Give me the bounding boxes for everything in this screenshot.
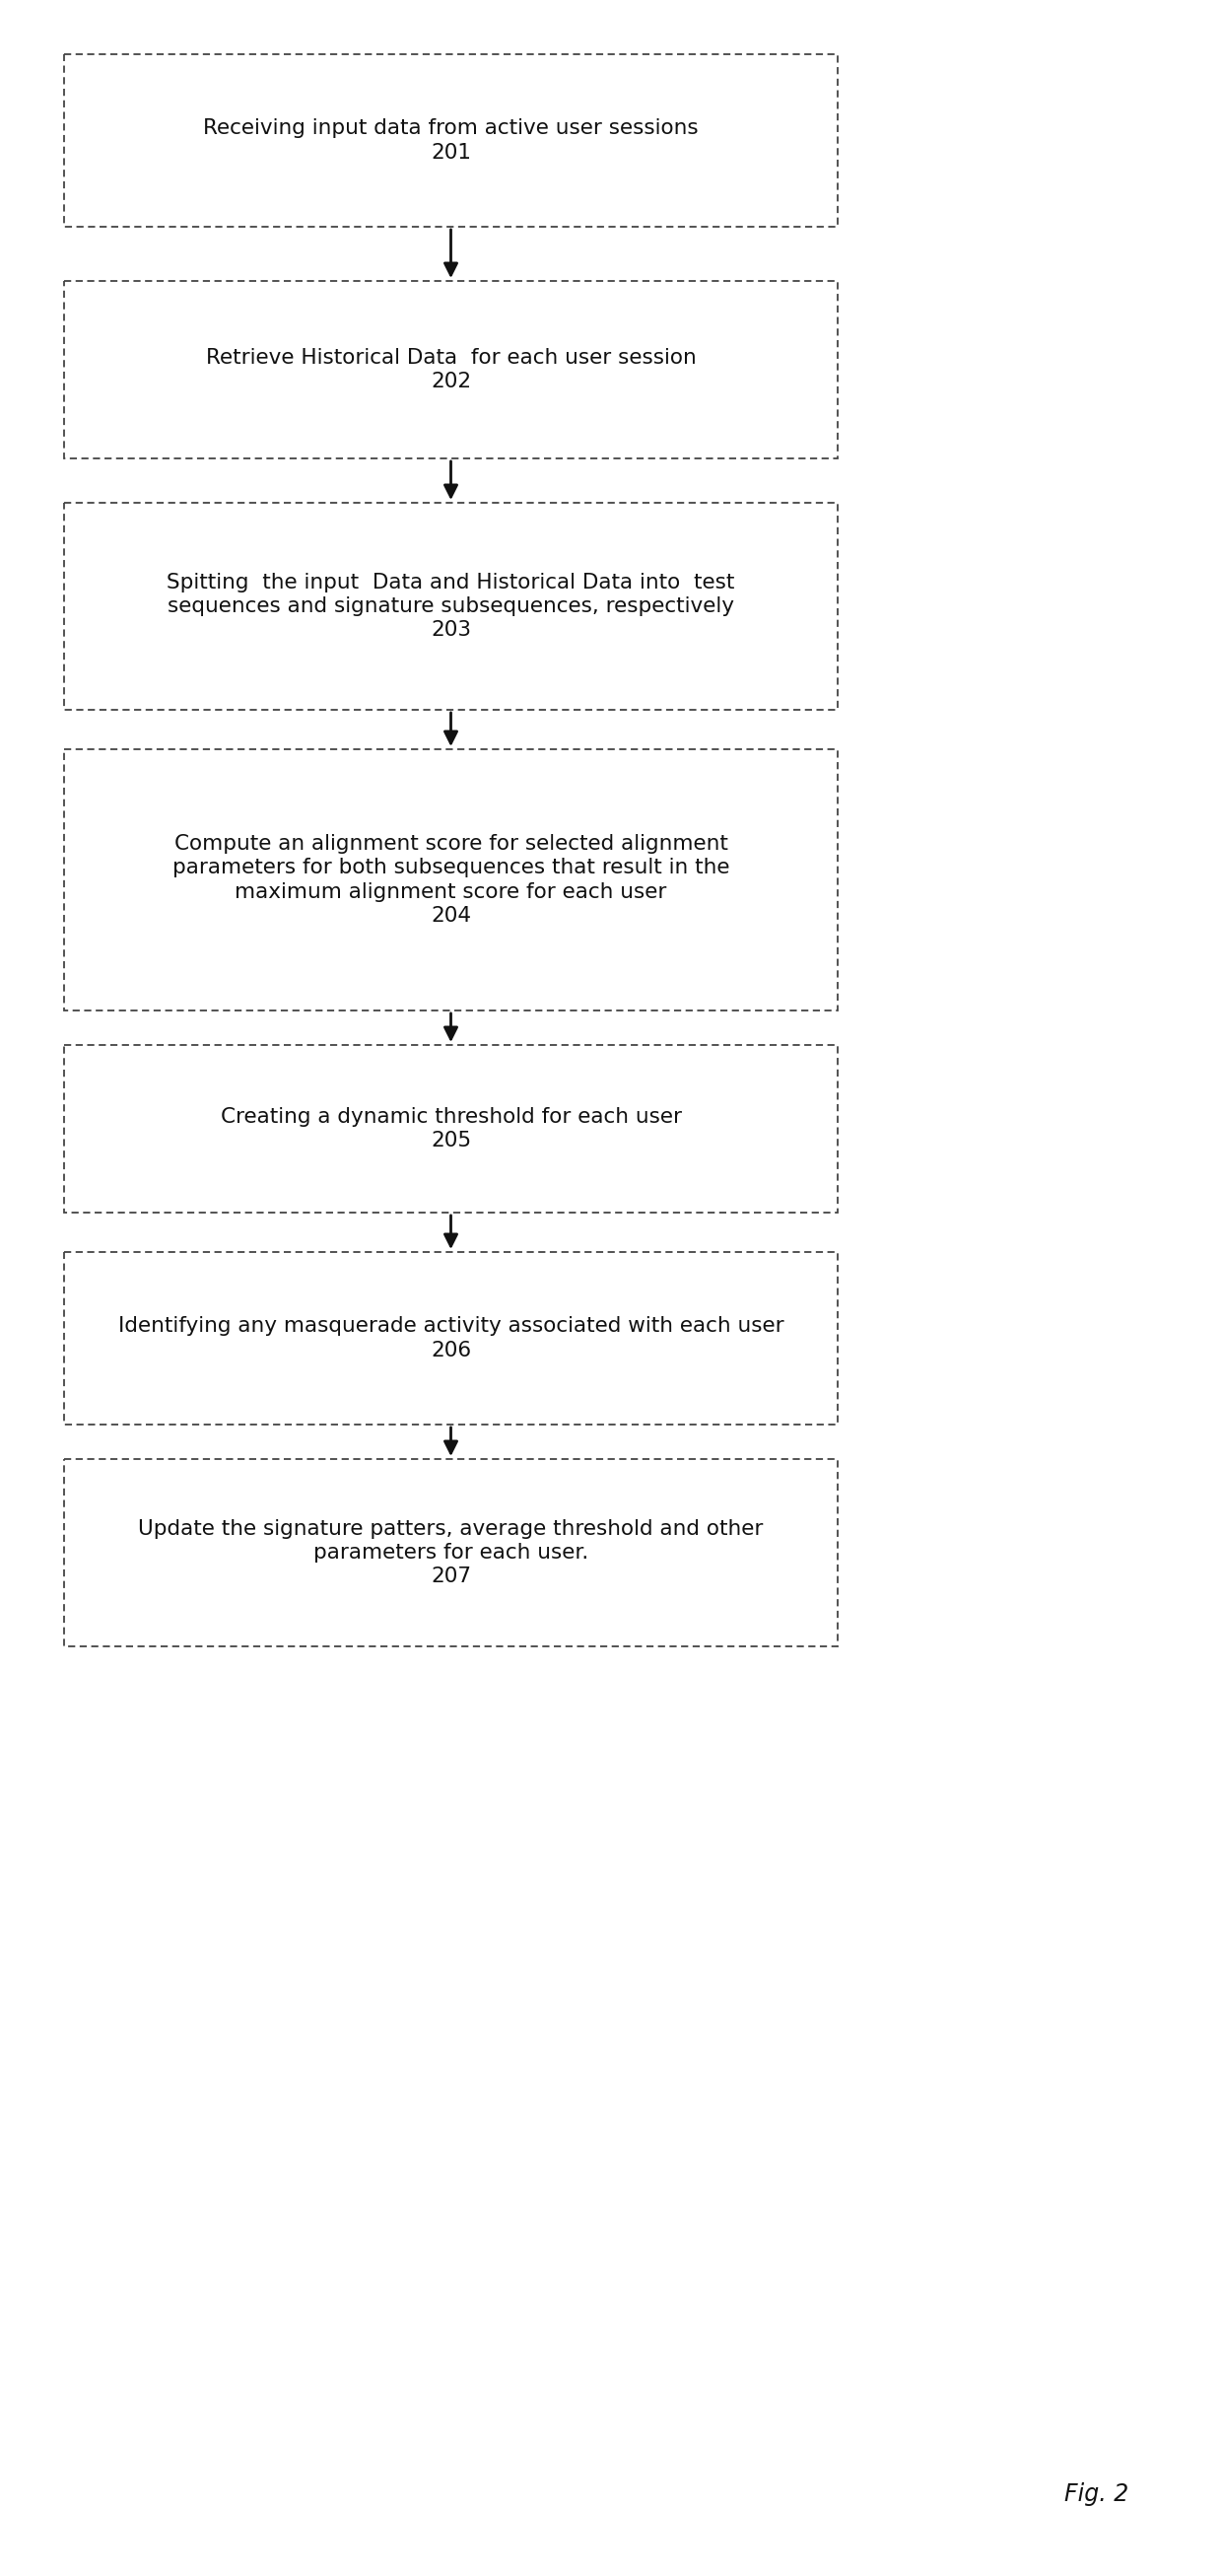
Text: 201: 201 (430, 142, 470, 162)
Text: Creating a dynamic threshold for each user: Creating a dynamic threshold for each us… (220, 1108, 682, 1126)
Text: Update the signature patters, average threshold and other: Update the signature patters, average th… (138, 1520, 764, 1538)
Text: parameters for both subsequences that result in the: parameters for both subsequences that re… (172, 858, 730, 878)
Bar (64, 54, 837, 227)
Text: 205: 205 (430, 1131, 472, 1151)
Text: 206: 206 (430, 1340, 472, 1360)
Text: maximum alignment score for each user: maximum alignment score for each user (235, 881, 667, 902)
Text: Compute an alignment score for selected alignment: Compute an alignment score for selected … (174, 835, 728, 855)
Text: sequences and signature subsequences, respectively: sequences and signature subsequences, re… (167, 598, 734, 616)
Bar (64, 281, 837, 459)
Bar (64, 1252, 837, 1425)
Bar (64, 750, 837, 1010)
Text: 203: 203 (430, 621, 470, 639)
Bar (64, 1046, 837, 1213)
Bar (64, 1458, 837, 1646)
Text: 202: 202 (430, 371, 472, 392)
Bar (64, 502, 837, 711)
Text: Identifying any masquerade activity associated with each user: Identifying any masquerade activity asso… (119, 1316, 783, 1337)
Text: 204: 204 (430, 907, 472, 925)
Text: Retrieve Historical Data  for each user session: Retrieve Historical Data for each user s… (205, 348, 697, 368)
Text: 207: 207 (430, 1566, 472, 1587)
Text: Receiving input data from active user sessions: Receiving input data from active user se… (203, 118, 699, 139)
Text: Fig. 2: Fig. 2 (1064, 2483, 1129, 2506)
Text: Spitting  the input  Data and Historical Data into  test: Spitting the input Data and Historical D… (167, 572, 734, 592)
Text: parameters for each user.: parameters for each user. (313, 1543, 589, 1564)
